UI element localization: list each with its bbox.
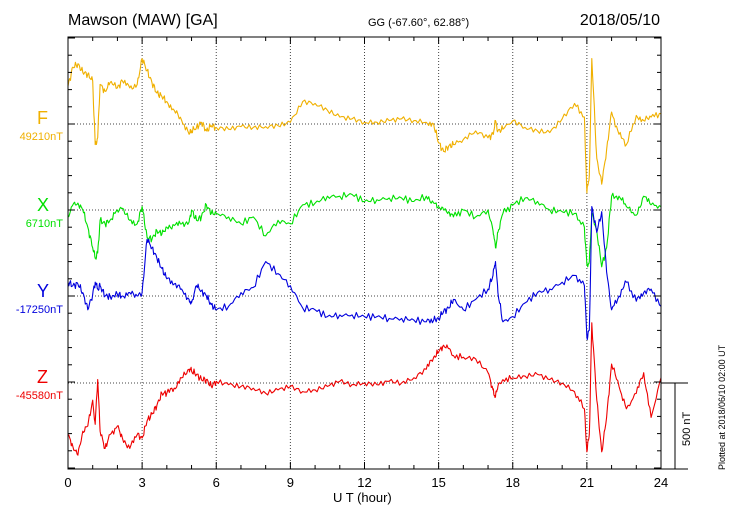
x-axis-label: U T (hour) (333, 490, 392, 505)
series-baseline-x: 6710nT (25, 218, 63, 230)
scale-bar-label: 500 nT (681, 411, 693, 446)
series-name-y: Y (37, 281, 50, 301)
series-baseline-f: 49210nT (19, 131, 63, 143)
plot-date: 2018/05/10 (579, 12, 660, 29)
series-lines (67, 58, 662, 456)
x-tick-label: 3 (139, 475, 146, 490)
scale-bar (661, 382, 688, 470)
x-tick-label: 21 (580, 475, 594, 490)
x-axis-ticks: 0 3 6 9 12 15 18 21 24 (64, 475, 668, 490)
series-baseline-y: -17250nT (15, 304, 63, 316)
series-line-f (67, 58, 662, 194)
station-coordinates: GG (-67.60°, 62.88°) (368, 17, 470, 29)
x-tick-label: 12 (357, 475, 371, 490)
x-tick-label: 24 (654, 475, 668, 490)
series-name-x: X (37, 195, 50, 215)
x-tick-label: 6 (213, 475, 220, 490)
series-line-x (67, 191, 662, 268)
station-title: Mawson (MAW) [GA] (68, 12, 218, 29)
series-baseline-z: -45580nT (15, 390, 63, 402)
x-tick-label: 9 (287, 475, 294, 490)
plot-frame (67, 36, 662, 470)
series-line-y (67, 206, 662, 341)
x-tick-label: 0 (64, 475, 71, 490)
series-name-f: F (37, 108, 48, 128)
grid-lines (68, 37, 661, 469)
plotted-timestamp: Plotted at 2018/06/10 02:00 UT (717, 344, 727, 470)
x-tick-label: 15 (431, 475, 445, 490)
x-tick-label: 18 (506, 475, 520, 490)
series-name-z: Z (37, 367, 48, 387)
series-line-z (67, 322, 662, 456)
